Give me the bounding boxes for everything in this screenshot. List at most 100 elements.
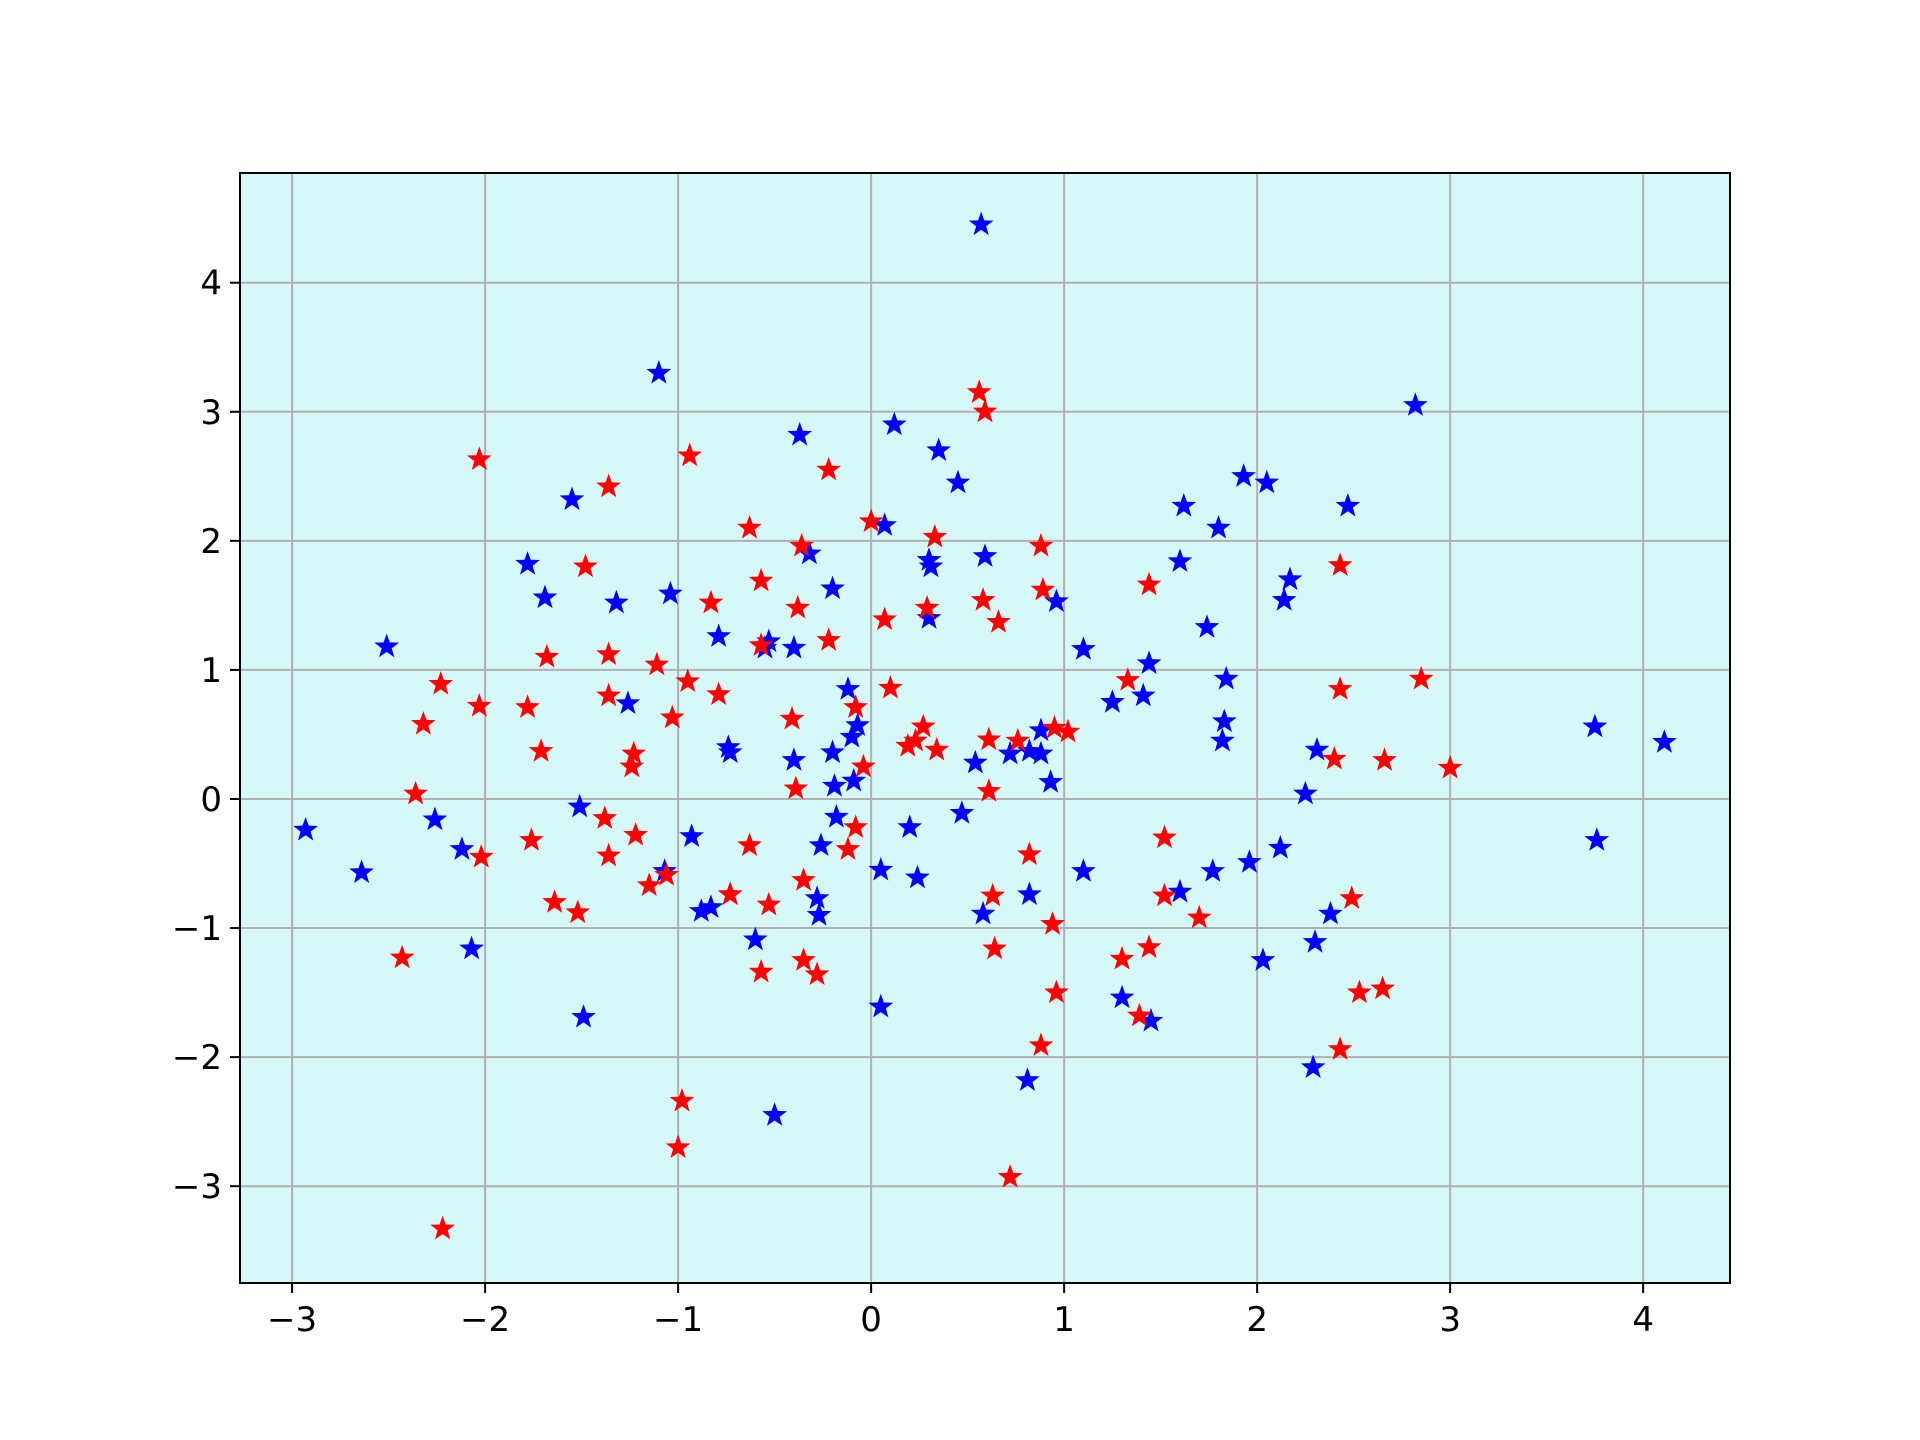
x-tick-label: −3 [267,1300,317,1340]
blue-star-point [781,634,807,659]
red-star-point [924,736,950,761]
red-star-point [1109,946,1135,970]
red-star-point [737,514,762,539]
blue-star-point [658,580,683,605]
blue-star-point [841,767,867,792]
blue-star-point [717,739,743,764]
red-star-point [528,738,554,762]
blue-star-point [926,437,952,462]
blue-star-point [1167,548,1193,573]
blue-star-point [1138,1007,1164,1032]
red-star-point [519,827,544,851]
red-star-point [1152,882,1177,907]
red-star-point [669,1088,695,1112]
blue-star-point [968,211,994,236]
red-star-point [534,644,560,668]
red-star-point [515,694,540,718]
blue-star-point [615,690,641,714]
red-star-point [835,836,861,860]
red-star-point [804,961,830,986]
red-star-point [410,711,436,735]
red-star-point [677,442,703,467]
blue-star-point [1300,1054,1326,1078]
blue-star-point [1100,689,1125,713]
red-star-point [997,1164,1023,1188]
blue-star-point [822,773,847,797]
x-tick-label: 4 [1632,1300,1654,1340]
blue-star-point [646,360,672,384]
blue-star-point [1044,588,1069,613]
red-star-point [675,668,701,693]
axes-frame [239,172,1731,1284]
red-star-point [1042,715,1067,739]
blue-star-point [820,575,845,600]
red-star-point [791,867,816,891]
blue-star-point [1293,780,1318,805]
red-star-point [717,881,743,906]
red-star-point [910,713,936,738]
blue-star-point [824,804,849,828]
blue-star-point [688,898,714,922]
blue-star-point [1028,717,1054,742]
red-star-point [789,533,815,557]
blue-star-point [808,832,834,856]
blue-star-point [1652,729,1677,753]
blue-star-point [1250,947,1276,971]
blue-star-point [698,894,724,918]
red-star-point [654,862,679,886]
blue-star-point [567,793,593,818]
blue-star-point [839,724,865,748]
red-star-point [1115,667,1141,691]
red-star-point [1327,1036,1353,1060]
blue-star-point [571,1004,596,1028]
blue-star-point [1584,827,1610,851]
data-points [293,211,1677,1240]
blue-star-point [787,422,813,446]
y-tick-label: 4 [200,264,222,304]
blue-star-point [1071,858,1096,882]
red-star-point [1347,979,1372,1004]
blue-star-point [422,806,448,831]
red-star-point [468,844,494,868]
red-star-point [619,753,645,778]
red-star-point [858,508,884,533]
red-star-point [403,780,428,805]
red-star-point [976,778,1002,802]
red-star-point [596,473,621,498]
x-tick-label: 3 [1439,1300,1461,1340]
red-star-point [1017,841,1042,866]
red-star-point [596,641,621,665]
red-star-point [623,822,649,846]
x-tick-label: 2 [1246,1300,1268,1340]
red-star-point [1030,576,1056,601]
blue-star-point [1237,849,1262,873]
red-star-point [851,753,876,778]
red-star-point [1321,745,1347,770]
blue-star-point [1206,514,1231,539]
red-star-point [816,456,842,481]
blue-star-point [1318,900,1343,925]
blue-star-point [1136,650,1162,674]
red-star-point [1136,571,1162,596]
red-star-point [1028,533,1054,557]
blue-star-point [868,993,894,1018]
x-tick-label: −1 [653,1300,703,1340]
blue-star-point [872,512,897,536]
red-star-point [816,627,842,651]
blue-star-point [949,800,975,824]
red-star-point [1327,676,1353,700]
red-star-point [1136,934,1162,958]
red-star-point [922,523,948,548]
red-star-point [972,398,998,423]
red-star-point [779,705,805,730]
blue-star-point [881,411,907,436]
blue-star-point [1271,587,1297,611]
red-star-point [573,553,598,578]
red-star-point [636,872,662,896]
blue-star-point [1304,736,1330,761]
blue-star-point [1200,858,1226,882]
red-star-point [698,589,724,614]
blue-star-point [820,739,845,764]
red-star-point [903,727,928,752]
